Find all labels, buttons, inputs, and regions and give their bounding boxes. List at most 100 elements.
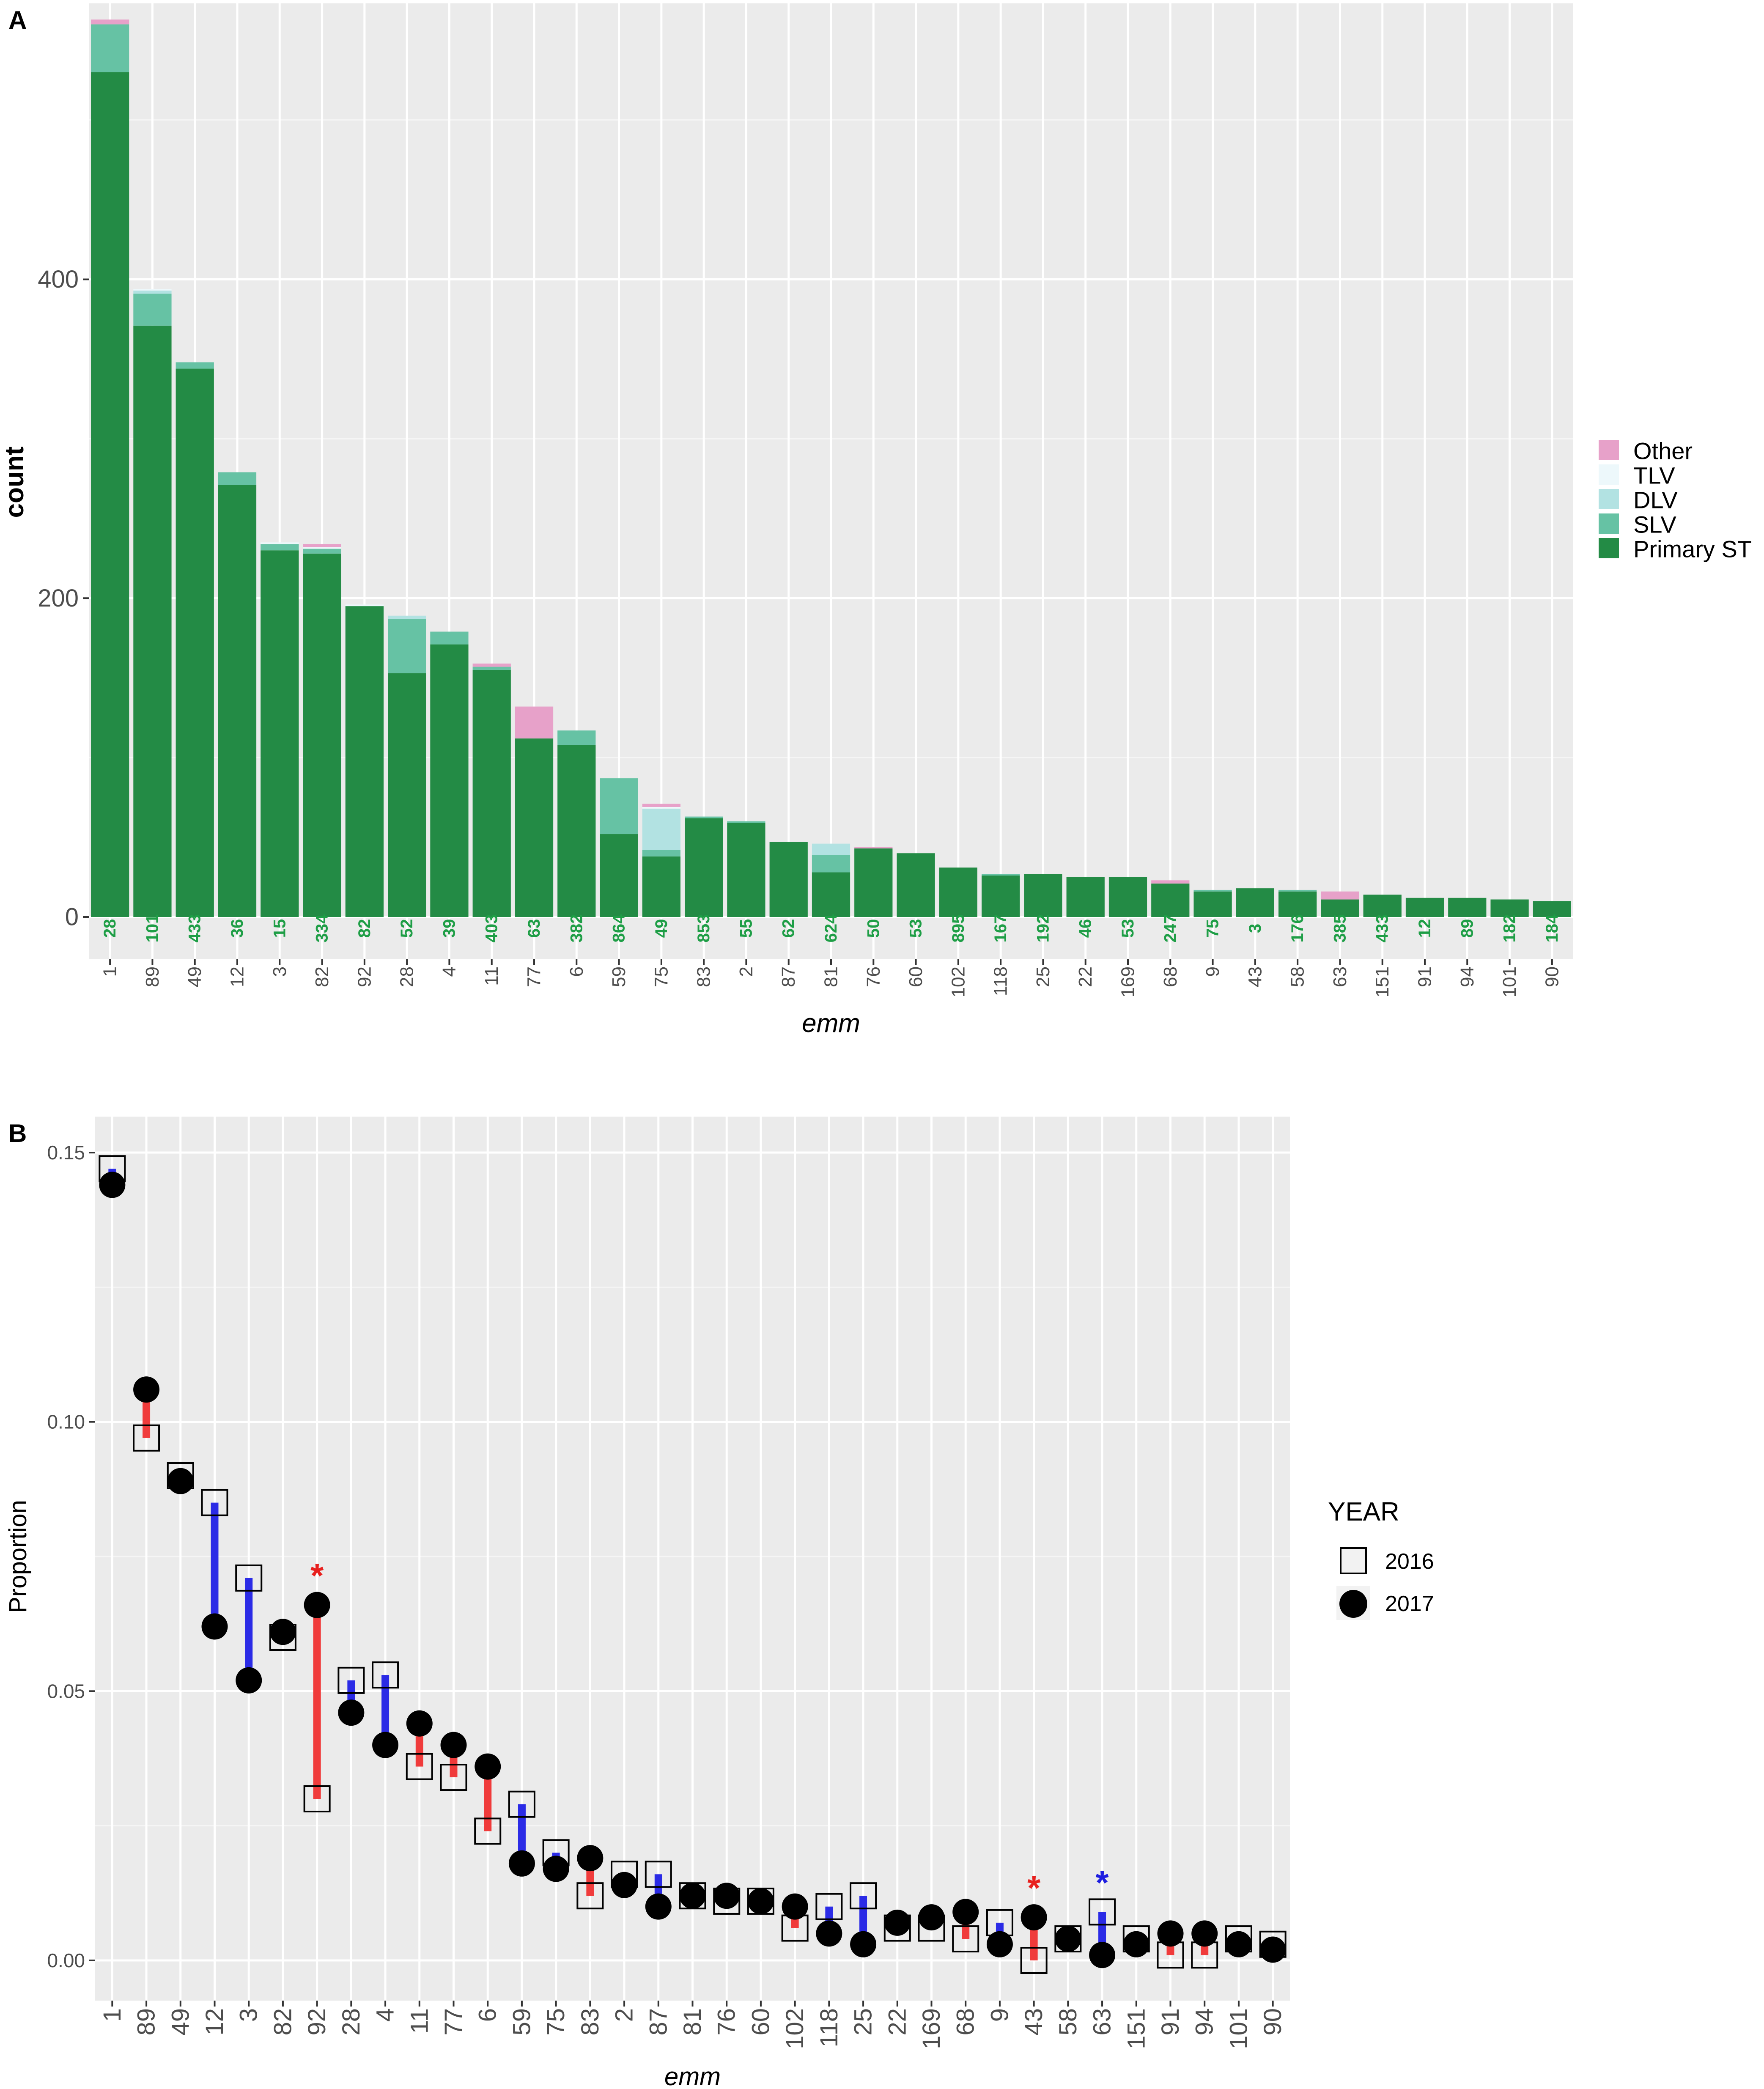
bar-segment [91, 19, 129, 25]
y-tick-label-b: 0.15 [47, 1142, 85, 1164]
x-tick-label-a: 60 [905, 966, 926, 987]
x-tick-label-a: 87 [778, 966, 799, 987]
bar-segment [854, 847, 893, 848]
bar-count-label: 864 [610, 914, 628, 942]
bar-count-label: 334 [313, 914, 332, 942]
point-2016 [474, 1817, 502, 1845]
bar-count-label: 75 [1204, 919, 1222, 938]
legend-title-b: YEAR [1328, 1497, 1399, 1526]
bar-segment [345, 606, 384, 917]
bar-segment [345, 604, 384, 607]
x-tick-label-a: 2 [736, 966, 757, 977]
x-tick-label-b: 60 [747, 2008, 774, 2036]
bar-segment [812, 872, 850, 917]
point-2016 [1089, 1898, 1116, 1926]
bar-segment [1151, 883, 1190, 917]
bar-count-label: 82 [355, 919, 374, 938]
point-2017 [884, 1909, 911, 1936]
bar-segment [812, 855, 850, 873]
point-2017 [167, 1468, 194, 1494]
x-tick-label-a: 68 [1160, 966, 1181, 987]
bar-segment [727, 823, 765, 917]
x-tick-label-b: 1 [99, 2008, 126, 2022]
bar-segment [642, 804, 680, 807]
bar-segment [1278, 891, 1317, 917]
x-tick-label-b: 25 [850, 2008, 877, 2036]
bar-segment [1236, 888, 1274, 917]
point-2017 [1055, 1926, 1081, 1952]
bar-segment [642, 856, 680, 917]
x-tick-label-b: 9 [986, 2008, 1013, 2022]
bar-segment [897, 853, 935, 917]
bar-segment [642, 850, 680, 856]
x-tick-label-a: 3 [269, 966, 290, 977]
point-2016 [235, 1564, 263, 1592]
point-2017 [1191, 1920, 1218, 1947]
panel-a-bar-chart: 2811018943349361215333482829252283944031… [0, 3, 1752, 1038]
change-segment [518, 1804, 526, 1864]
bar-segment [303, 547, 341, 549]
change-segment [245, 1578, 253, 1680]
x-tick-label-b: 28 [337, 2008, 365, 2036]
bar-segment [1405, 898, 1444, 917]
legend-label-a: Primary ST [1633, 536, 1752, 563]
point-2017 [782, 1893, 808, 1920]
bar-count-label: 433 [1373, 914, 1392, 943]
x-tick-label-a: 49 [184, 966, 205, 987]
x-tick-label-a: 43 [1245, 966, 1265, 987]
bar-segment [685, 816, 723, 818]
point-2016 [337, 1666, 365, 1694]
panel-b-label: B [8, 1119, 27, 1147]
bar-count-label: 52 [398, 919, 416, 938]
point-2016 [406, 1753, 433, 1780]
x-tick-label-a: 11 [481, 966, 502, 986]
x-tick-label-b: 43 [1020, 2008, 1048, 2036]
point-2017 [747, 1888, 774, 1914]
point-2017 [133, 1376, 160, 1403]
bar-count-label: 101 [143, 914, 162, 943]
bar-count-label: 53 [1119, 919, 1137, 938]
x-tick-label-b: 11 [406, 2008, 433, 2034]
bar-count-label: 895 [949, 914, 968, 943]
bar-count-label: 247 [1161, 914, 1180, 943]
point-2017 [406, 1710, 433, 1737]
x-tick-label-b: 151 [1122, 2008, 1150, 2049]
x-tick-label-b: 102 [781, 2008, 809, 2049]
x-tick-label-a: 9 [1202, 966, 1223, 977]
bar-segment [261, 542, 299, 544]
change-segment [381, 1675, 390, 1745]
x-tick-label-a: 4 [439, 966, 460, 977]
y-tick-label-a: 400 [38, 266, 79, 293]
x-tick-label-a: 151 [1372, 966, 1393, 997]
bar-segment [982, 874, 1020, 876]
bar-count-label: 28 [101, 919, 119, 938]
point-2017 [1225, 1931, 1252, 1957]
x-tick-label-b: 76 [713, 2008, 741, 2036]
bar-segment [600, 778, 638, 835]
bar-segment [176, 368, 214, 917]
x-tick-label-b: 2 [611, 2008, 638, 2022]
legend-key-a [1599, 538, 1619, 558]
bar-segment [515, 738, 554, 917]
legend-label-b: 2017 [1385, 1592, 1434, 1616]
x-tick-label-a: 22 [1075, 966, 1096, 987]
x-tick-label-b: 22 [883, 2008, 911, 2036]
point-2017 [679, 1883, 706, 1909]
point-2016 [1020, 1947, 1048, 1974]
x-tick-label-a: 1 [100, 966, 121, 977]
bar-count-label: 853 [694, 914, 713, 943]
point-2017 [1259, 1936, 1286, 1963]
point-2017 [1021, 1904, 1047, 1931]
bar-segment [91, 24, 129, 72]
x-tick-label-a: 82 [312, 966, 332, 987]
bar-segment [557, 744, 596, 917]
x-axis-title-a: emm [802, 1009, 860, 1038]
bar-count-label: 192 [1034, 914, 1052, 943]
point-2017 [1089, 1942, 1116, 1968]
bar-segment [600, 834, 638, 917]
y-tick-label-b: 0.10 [47, 1411, 85, 1433]
legend-key-2016 [1340, 1547, 1367, 1574]
bar-count-label: 49 [652, 919, 671, 938]
bar-count-label: 89 [1458, 919, 1476, 938]
change-segment [313, 1605, 321, 1799]
